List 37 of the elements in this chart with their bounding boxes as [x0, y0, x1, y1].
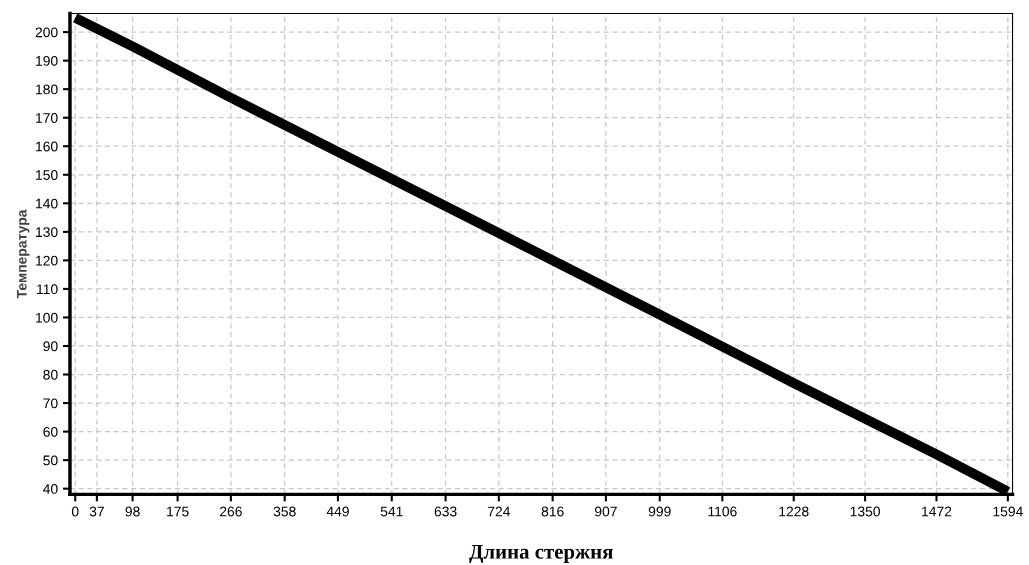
y-tick-label: 160: [36, 141, 58, 152]
y-axis-title: Температура: [17, 209, 30, 299]
x-tick-label: 98: [125, 506, 140, 517]
y-tick-label: 40: [43, 484, 58, 494]
y-tick-label: 50: [43, 455, 58, 466]
y-tick-label: 130: [36, 227, 58, 238]
x-tick-label: 1350: [850, 506, 880, 517]
y-tick-label: 180: [36, 84, 58, 95]
x-axis-title: Длина стержня: [469, 544, 613, 564]
x-tick-label: 999: [648, 506, 671, 517]
x-tick-label: 724: [487, 506, 511, 517]
x-tick-label: 541: [380, 506, 403, 517]
y-tick-label: 190: [36, 55, 58, 66]
y-tick-label: 90: [43, 341, 58, 352]
y-tick-label: 70: [43, 398, 58, 409]
x-tick-label: 1106: [708, 506, 737, 517]
y-tick-label: 110: [37, 284, 58, 295]
y-tick-label: 170: [36, 113, 58, 123]
y-tick-label: 80: [43, 369, 58, 380]
x-tick-label: 449: [326, 506, 349, 517]
x-tick-label: 358: [273, 506, 296, 517]
y-tick-label: 200: [35, 27, 58, 38]
y-tick-label: 120: [36, 255, 58, 266]
x-tick-label: 0: [71, 506, 79, 517]
x-tick-label: 1472: [922, 506, 952, 517]
y-tick-label: 140: [36, 198, 58, 209]
x-tick-label: 1228: [779, 506, 809, 517]
y-tick-label: 100: [36, 312, 58, 323]
x-tick-label: 633: [434, 506, 457, 517]
x-tick-label: 175: [167, 506, 189, 517]
y-tick-label: 150: [36, 170, 58, 180]
x-tick-label: 266: [219, 506, 242, 517]
x-tick-label: 1594: [993, 506, 1023, 517]
x-tick-label: 816: [541, 506, 564, 517]
x-tick-label: 907: [594, 506, 617, 517]
y-tick-label: 60: [43, 426, 58, 437]
x-tick-label: 37: [89, 506, 104, 517]
